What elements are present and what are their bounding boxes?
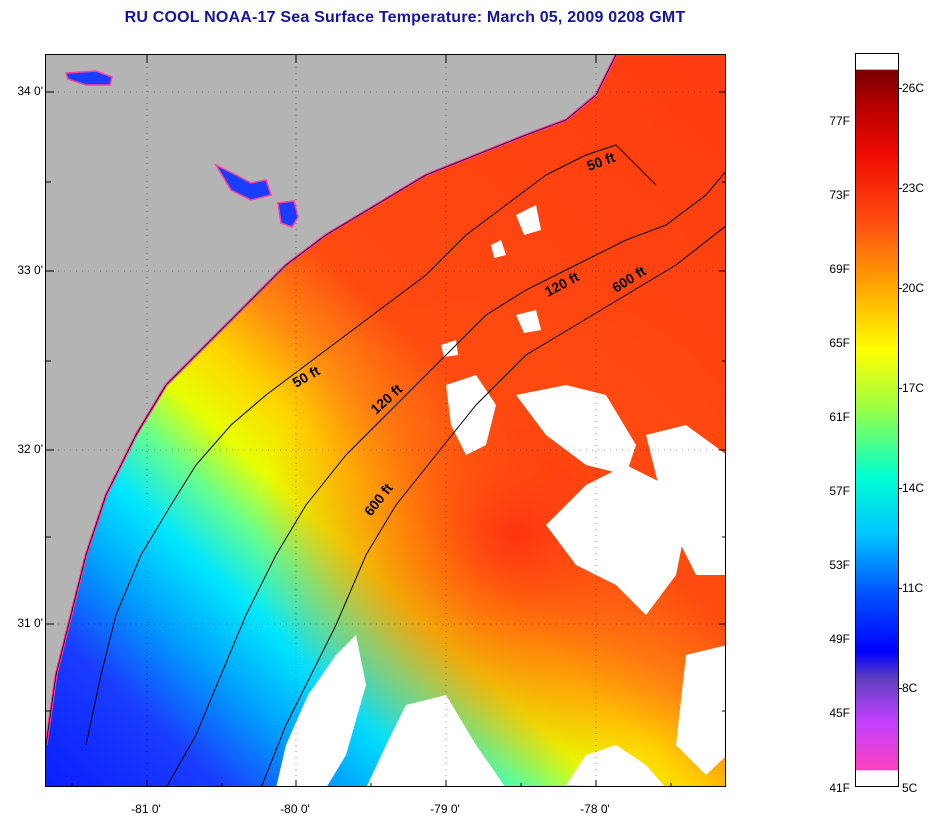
fahrenheit-label-65: 65F	[829, 336, 850, 350]
cloud-cover	[276, 205, 725, 786]
celsius-label-14: 14C	[902, 481, 925, 495]
lon-label-79: -79 0'	[430, 802, 460, 816]
celsius-label-5: 5C	[902, 781, 918, 795]
fahrenheit-label-57: 57F	[829, 484, 850, 498]
fahrenheit-label-73: 73F	[829, 188, 850, 202]
sst-map[interactable]: 50 ft 120 ft 600 ft 50 ft 120 ft 600 ft	[45, 54, 726, 787]
lat-label-34: 34 0'	[17, 84, 43, 98]
inland-lake	[214, 163, 272, 201]
celsius-label-11: 11C	[902, 581, 924, 595]
isobath-50ft	[85, 144, 657, 746]
fahrenheit-label-61: 61F	[829, 410, 850, 424]
inland-lake	[277, 200, 299, 228]
inland-lake	[64, 70, 113, 86]
axis-ticks	[46, 55, 725, 786]
isobath-120ft	[166, 171, 725, 786]
fahrenheit-label-49: 49F	[829, 632, 850, 646]
graticule	[46, 55, 725, 786]
colorbar-tick	[898, 88, 902, 89]
colorbar-tick	[898, 388, 902, 389]
map-title: RU COOL NOAA-17 Sea Surface Temperature:…	[124, 9, 686, 26]
colorbar-tick	[898, 588, 902, 589]
lon-label-81: -81 0'	[131, 802, 161, 816]
sst-map-graphic: 50 ft 120 ft 600 ft 50 ft 120 ft 600 ft	[46, 55, 725, 786]
celsius-label-8: 8C	[902, 681, 918, 695]
celsius-label-17: 17C	[902, 381, 925, 395]
fahrenheit-label-77: 77F	[829, 114, 850, 128]
colorbar-tick	[898, 288, 902, 289]
lon-label-78: -78 0'	[580, 802, 610, 816]
lat-label-32: 32 0'	[17, 442, 43, 456]
coastline-outline	[46, 55, 617, 746]
colorbar-tick	[898, 488, 902, 489]
colorbar-tick	[898, 688, 902, 689]
temperature-colorbar	[855, 53, 899, 787]
fahrenheit-label-45: 45F	[829, 706, 850, 720]
colorbar-tick	[898, 188, 902, 189]
isobath-600ft	[261, 225, 725, 786]
celsius-label-26: 26C	[902, 81, 925, 95]
fahrenheit-label-69: 69F	[829, 262, 850, 276]
celsius-label-23: 23C	[902, 181, 925, 195]
celsius-label-20: 20C	[902, 281, 925, 295]
lat-label-31: 31 0'	[17, 616, 43, 630]
lat-label-33: 33 0'	[17, 263, 43, 277]
lon-label-80: -80 0'	[280, 802, 310, 816]
fahrenheit-label-41: 41F	[829, 781, 850, 795]
fahrenheit-label-53: 53F	[829, 558, 850, 572]
